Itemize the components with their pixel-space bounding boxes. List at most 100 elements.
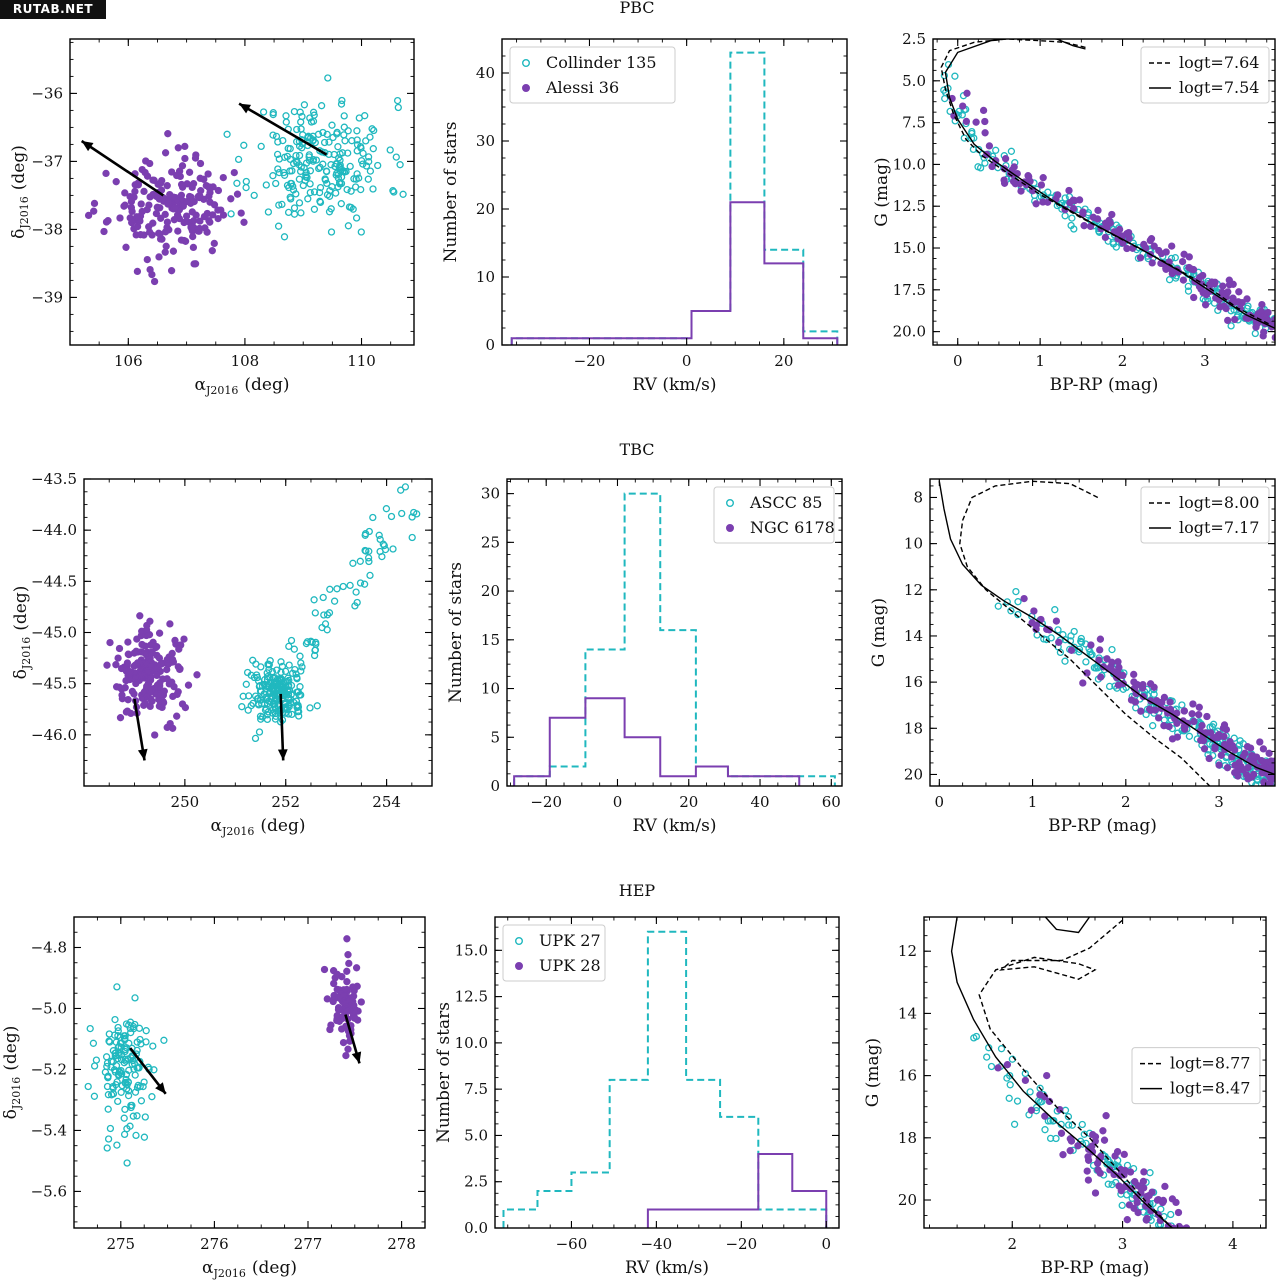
hep_sky-point — [357, 998, 365, 1006]
tbc_sky-point — [356, 579, 365, 587]
pbc_cmd-point — [985, 142, 994, 150]
pbc_sky-point — [203, 209, 211, 218]
tbc_sky-ytick-label: −45.5 — [31, 675, 77, 693]
hep_cmd-point — [1182, 1231, 1188, 1237]
pbc_sky-point — [330, 150, 338, 159]
tbc_sky-point — [132, 673, 141, 682]
pbc_sky-point — [84, 211, 93, 220]
tbc_sky-point — [353, 598, 361, 607]
pbc_sky-point — [122, 243, 130, 251]
hep_cmd-point — [1003, 1074, 1011, 1082]
hep_sky-point — [342, 1051, 350, 1060]
tbc_sky-point — [144, 667, 152, 676]
pbc_cmd-point — [1197, 285, 1205, 293]
tbc_sky-point — [297, 659, 305, 667]
pbc_sky-ytick-label: −36 — [31, 84, 63, 102]
pbc_sky-point — [153, 203, 161, 211]
pbc_sky-point — [145, 201, 153, 209]
pbc_sky-point — [293, 125, 301, 134]
tbc_cmd-xtick-label: 2 — [1121, 793, 1131, 811]
hep_sky-point — [131, 1071, 139, 1079]
tbc_sky-point — [258, 700, 266, 708]
hep_cmd-point — [1005, 1094, 1013, 1102]
pbc_sky-point — [335, 163, 344, 171]
pbc_sky-point — [174, 227, 182, 235]
hep_sky-point — [133, 1046, 141, 1055]
pbc_cmd-point — [992, 146, 1000, 154]
pbc_sky-point — [293, 158, 301, 167]
hep_sky-point — [350, 1014, 359, 1022]
tbc_sky-point — [146, 641, 155, 649]
pbc_sky-point — [340, 131, 348, 139]
pbc_sky-point — [392, 153, 400, 161]
pbc_sky-point — [292, 190, 300, 198]
pbc_cmd-point — [1251, 329, 1259, 338]
pbc_cmd-point — [1199, 271, 1207, 280]
pbc_cmd-point — [1108, 210, 1116, 219]
hep_cmd-point — [1104, 1180, 1112, 1188]
pbc_sky-point — [315, 188, 324, 197]
tbc_rv-xtick-label: 20 — [679, 793, 698, 811]
tbc_sky-point — [261, 676, 269, 684]
hep_cmd-point — [1134, 1181, 1142, 1190]
tbc_cmd-point — [1154, 714, 1163, 722]
tbc_cmd-point — [1086, 648, 1094, 656]
hep_sky-point — [111, 1031, 119, 1039]
tbc_sky-point — [284, 710, 293, 718]
hep_sky-point — [140, 1133, 149, 1141]
hep_cmd-point — [1175, 1227, 1181, 1228]
hep_cmd-point — [1064, 1113, 1073, 1121]
tbc_rv-xtick-label: −20 — [530, 793, 562, 811]
pbc_sky-point — [170, 216, 178, 224]
pbc_sky-point — [273, 150, 282, 159]
tbc_sky-point — [103, 661, 111, 669]
tbc_sky-point — [268, 667, 277, 676]
hep_sky-point — [86, 1024, 94, 1033]
tbc_cmd-point — [1199, 737, 1208, 745]
pbc_sky-point — [344, 149, 352, 157]
hep_sky-point — [120, 1130, 129, 1139]
pbc_rv-ylabel: Number of stars — [441, 122, 461, 263]
panel-tbc_sky: 250 252 254 −46.0 −45.5 −45.0 −44.5 −44.0 −43.5 α… — [11, 470, 433, 838]
pbc_sky-point — [369, 145, 377, 153]
hep_sky-xtick-label: 278 — [387, 1235, 416, 1253]
pbc_cmd-point — [1243, 295, 1251, 303]
hep_sky-point — [104, 1105, 112, 1113]
tbc_cmd-point — [1229, 743, 1237, 751]
tbc_cmd-point — [1195, 703, 1203, 711]
pbc_sky-point — [227, 195, 235, 203]
pbc_cmd-point — [1032, 200, 1040, 208]
pbc_sky-point — [145, 223, 153, 231]
hep_cmd-point — [1082, 1139, 1090, 1148]
pbc_sky-point — [208, 247, 216, 255]
tbc_sky-point — [130, 649, 138, 657]
pbc_sky-point — [295, 142, 304, 150]
pbc_cmd-point — [1054, 191, 1062, 199]
pbc_cmd-point — [1001, 155, 1010, 163]
tbc_sky-point — [285, 661, 293, 669]
tbc_sky-point — [296, 652, 304, 660]
pbc_sky-point — [167, 267, 176, 275]
pbc_cmd-point — [968, 127, 976, 136]
hep_sky-point — [131, 994, 139, 1002]
tbc_cmd-point — [1139, 681, 1147, 689]
pbc_sky-frame — [69, 38, 415, 346]
hep_cmd-ylabel: G (mag) — [863, 1038, 883, 1107]
tbc_cmd-point — [1155, 698, 1163, 707]
tbc_sky-point — [288, 710, 296, 719]
pbc_sky-point — [334, 143, 342, 151]
tbc_sky-point — [176, 665, 184, 673]
tbc_sky-xtick-label: 254 — [372, 793, 401, 811]
hep_sky-point — [326, 1025, 334, 1034]
tbc_cmd-point — [1200, 745, 1209, 753]
hep_rv-frame — [494, 916, 840, 1229]
pbc_cmd-point — [1222, 304, 1230, 313]
pbc_rv-legend-label: Alessi 36 — [545, 78, 619, 97]
pbc_sky-point — [269, 110, 277, 119]
hep_sky-point — [333, 1016, 341, 1025]
pbc_sky-point — [137, 200, 145, 208]
pbc_sky-point — [306, 180, 314, 188]
pbc_sky-arrow — [238, 102, 328, 156]
pbc_cmd-ytick-label: 10.0 — [893, 155, 926, 173]
pbc_sky-point — [347, 203, 355, 212]
